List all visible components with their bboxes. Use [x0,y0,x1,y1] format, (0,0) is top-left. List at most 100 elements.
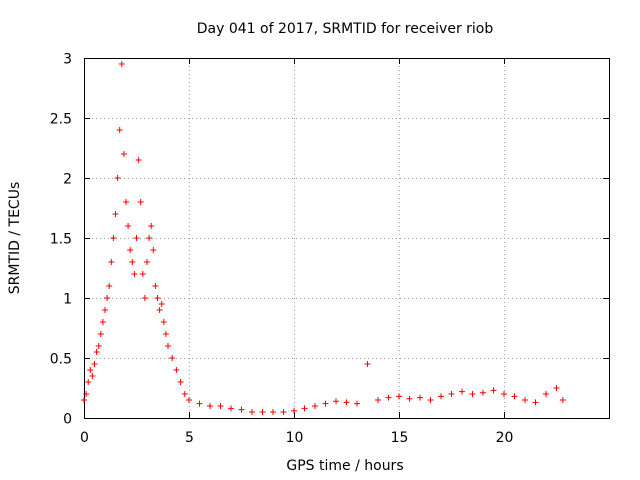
y-axis-label: SRMTID / TECUs [7,182,23,295]
data-point [511,393,518,400]
data-point [141,295,148,301]
data-point [312,403,318,409]
data-point [162,331,169,337]
data-point [85,379,92,385]
data-point [123,199,129,205]
data-point [217,403,224,409]
data-point [89,373,96,379]
data-point [135,157,142,163]
tick-labels: 0 0.5 1 1.5 2 2.5 3 0 5 10 15 20 [50,52,514,447]
y-tick-label: 1.5 [50,232,72,248]
data-point [91,361,98,367]
y-tick-label: 3 [63,52,72,68]
data-point [99,319,106,325]
data-point [102,307,108,313]
data-point [543,391,549,397]
data-point [165,343,171,349]
data-point [559,397,566,403]
x-tick-label: 20 [496,430,514,446]
y-tick-label: 2.5 [50,112,72,128]
data-point [480,389,486,396]
data-point [127,247,134,253]
data-point [154,295,161,301]
data-point [469,391,476,397]
data-point [150,247,157,253]
data-point [501,391,507,397]
data-point [270,409,276,415]
data-point [158,301,165,307]
data-point [148,223,155,229]
x-axis-label: GPS time / hours [286,458,403,474]
data-point [280,409,287,415]
data-point [385,394,392,401]
chart-title: Day 041 of 2017, SRMTID for receiver rio… [197,21,494,37]
data-point [322,400,329,407]
y-tick-label: 1 [63,292,72,308]
data-point [333,398,339,405]
data-point [108,259,115,265]
data-point [196,400,203,407]
data-point [396,393,402,400]
data-point [106,283,113,289]
data-point [97,331,104,337]
data-point [133,235,140,241]
data-point [104,295,111,301]
axis-ticks [84,58,609,419]
data-point [177,379,184,385]
y-tick-label: 2 [63,172,72,188]
data-point [343,399,350,406]
data-point [238,406,245,413]
y-tick-label: 0 [63,412,72,428]
data-point [249,409,255,415]
data-point [228,405,234,412]
x-tick-label: 5 [185,430,194,446]
data-point [417,394,423,401]
data-point [146,235,153,241]
data-point [81,397,87,403]
x-tick-label: 15 [391,430,409,446]
data-point [112,211,119,217]
data-point [448,391,455,397]
data-point [406,395,413,402]
y-tick-label: 0.5 [50,352,72,368]
data-point [87,367,94,373]
data-point [169,355,176,361]
data-point [259,409,266,415]
data-point [459,388,465,395]
x-tick-label: 0 [80,430,89,446]
data-point [129,259,136,265]
data-point [438,393,444,400]
data-point [156,307,163,313]
data-point [120,151,127,157]
data-point [114,175,121,181]
data-point [375,397,381,403]
data-point [364,361,371,367]
data-point [144,259,150,265]
data-point [522,397,528,403]
data-point [118,61,125,67]
grid-lines [84,58,609,418]
data-point [291,407,297,414]
data-point [173,367,180,373]
data-point [207,403,213,409]
data-point [83,391,90,397]
data-point [160,319,167,325]
data-point [139,271,146,277]
data-points [81,61,566,415]
data-point [181,391,188,397]
data-point [137,199,144,205]
data-point [95,343,102,349]
data-point [110,235,117,241]
x-tick-label: 10 [286,430,304,446]
plot-frame [84,58,610,419]
data-point [532,399,539,406]
data-point [131,271,138,277]
data-point [490,387,497,394]
data-point [152,283,159,289]
data-point [125,223,132,229]
data-point [427,397,434,403]
data-point [354,400,360,407]
data-point [186,397,192,403]
data-point [553,385,560,391]
